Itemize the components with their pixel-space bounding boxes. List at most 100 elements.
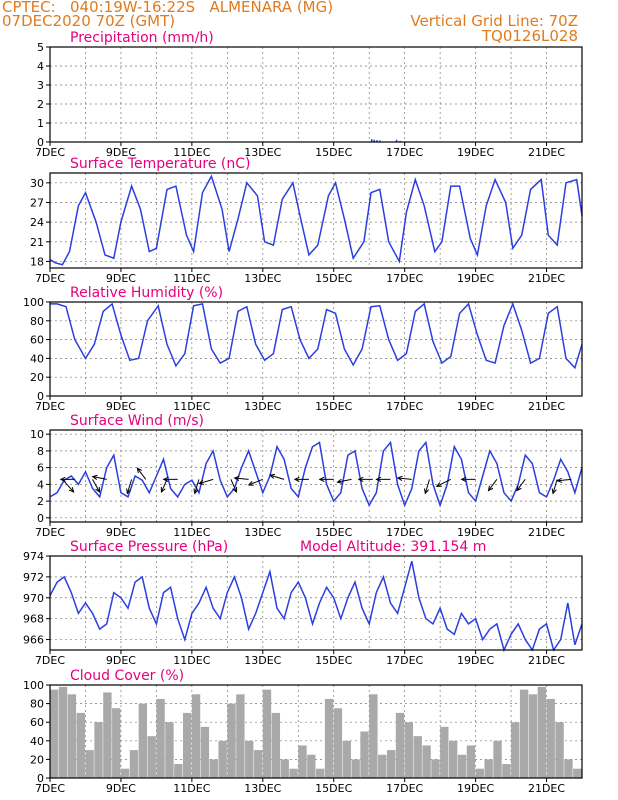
wind-arrow: [397, 477, 412, 480]
wind-arrow-head: [162, 476, 169, 482]
cloud-bar: [165, 722, 174, 778]
y-tick-label: 0: [37, 136, 44, 149]
x-tick-label: 21DEC: [528, 272, 565, 285]
x-tick-label: 19DEC: [457, 146, 494, 159]
cloud-bar: [245, 740, 254, 778]
x-tick-label: 17DEC: [386, 782, 423, 795]
wind-arrow: [199, 478, 214, 485]
cloud-bar: [209, 759, 218, 778]
cloud-bar: [422, 745, 431, 778]
x-tick-label: 11DEC: [173, 526, 210, 539]
wind-arrow: [126, 479, 133, 494]
panel-frame: [49, 301, 583, 397]
panel-surface-temperature-nc: 18 21 24 27 30 7DEC 9DEC 11DEC 13DEC 15DEC 17DEC 19…: [30, 156, 583, 285]
cloud-bar: [404, 722, 414, 778]
cloud-bar: [298, 745, 307, 778]
panel-frame: [49, 684, 583, 779]
wind-arrow: [160, 479, 168, 493]
precip-bar: [376, 140, 378, 142]
wind-arrow-head: [193, 488, 199, 495]
cloud-bar: [50, 689, 59, 778]
y-tick-label: 970: [23, 592, 44, 605]
wind-arrow-head: [91, 474, 98, 480]
cloud-bar: [386, 750, 396, 778]
cloud-bar: [183, 712, 192, 778]
x-tick-label: 7DEC: [35, 400, 65, 413]
cloud-bar: [156, 698, 165, 778]
x-tick-label: 7DEC: [35, 654, 65, 667]
x-tick-label: 19DEC: [457, 782, 494, 795]
wind-arrow-head: [247, 480, 254, 486]
cloud-bar: [573, 768, 582, 778]
y-tick-label: 20: [30, 753, 44, 766]
precip-bar: [373, 139, 375, 142]
cloud-bar: [129, 750, 139, 778]
cloud-bar: [324, 698, 334, 778]
x-tick-label: 19DEC: [457, 654, 494, 667]
cloud-bar: [475, 768, 484, 778]
x-tick-label: 17DEC: [386, 654, 423, 667]
x-tick-label: 21DEC: [528, 526, 565, 539]
y-tick-label: 0: [37, 390, 44, 403]
series-line: [49, 174, 583, 266]
cloud-bar: [519, 689, 529, 778]
x-tick-label: 15DEC: [315, 146, 352, 159]
y-tick-label: 968: [23, 613, 44, 626]
x-tick-label: 21DEC: [528, 146, 565, 159]
x-tick-label: 9DEC: [106, 146, 136, 159]
series-line: [49, 440, 583, 508]
header-station-line: CPTEC: 040:19W-16:22S ALMENARA (MG): [2, 0, 334, 16]
cloud-bar: [138, 703, 148, 778]
x-tick-label: 15DEC: [315, 400, 352, 413]
y-tick-label: 8: [37, 445, 44, 458]
cloud-bar: [271, 712, 281, 778]
wind-arrow-head: [59, 476, 66, 482]
panel-frame: [49, 46, 583, 143]
wind-arrow: [194, 479, 200, 494]
wind-arrow-head: [126, 488, 132, 495]
y-tick-label: 20: [30, 371, 44, 384]
cloud-bar: [378, 754, 387, 778]
cloud-bar: [342, 740, 351, 778]
cloud-bar: [351, 759, 360, 778]
x-tick-label: 13DEC: [244, 526, 281, 539]
cloud-bar: [227, 703, 236, 778]
series-line: [50, 301, 583, 370]
x-tick-label: 11DEC: [173, 146, 210, 159]
cloud-bar: [555, 722, 564, 778]
cloud-bar: [280, 759, 289, 778]
x-tick-label: 21DEC: [528, 400, 565, 413]
header-date-line: 07DEC2020 70Z (GMT): [2, 12, 176, 30]
wind-arrow-head: [460, 476, 467, 482]
cloud-bar: [484, 759, 493, 778]
x-tick-label: 7DEC: [35, 146, 65, 159]
wind-arrow: [92, 479, 100, 493]
cloud-bar: [120, 768, 130, 778]
cloud-bar: [537, 686, 547, 778]
x-tick-label: 11DEC: [173, 272, 210, 285]
panel-title: Precipitation (mm/h): [70, 30, 214, 46]
y-tick-label: 0: [37, 512, 44, 525]
wind-arrow: [516, 479, 526, 491]
x-tick-label: 15DEC: [315, 782, 352, 795]
wind-arrow-head: [293, 476, 300, 482]
cloud-bar: [112, 708, 121, 778]
y-tick-label: 2: [37, 495, 44, 508]
y-tick-label: 27: [30, 196, 44, 209]
panel-precipitation-mm-h: 0 1 2 3 4 5 7DEC 9DEC 11DEC 13DEC 15DEC 17DEC 19DEC 2…: [35, 30, 583, 159]
wind-arrow: [269, 474, 285, 480]
cloud-bar: [440, 726, 449, 778]
panel-title: Cloud Cover (%): [70, 668, 184, 684]
x-tick-label: 9DEC: [106, 654, 136, 667]
y-tick-label: 2: [37, 98, 44, 111]
wind-arrow-head: [136, 467, 143, 474]
wind-arrow: [557, 478, 572, 482]
precip-bar: [379, 140, 381, 142]
wind-arrow-head: [357, 476, 364, 482]
y-tick-label: 10: [30, 428, 44, 441]
x-tick-label: 13DEC: [244, 146, 281, 159]
panel-title: Surface Pressure (hPa): [70, 539, 228, 555]
y-tick-label: 5: [37, 41, 44, 54]
cloud-bar: [449, 740, 458, 778]
